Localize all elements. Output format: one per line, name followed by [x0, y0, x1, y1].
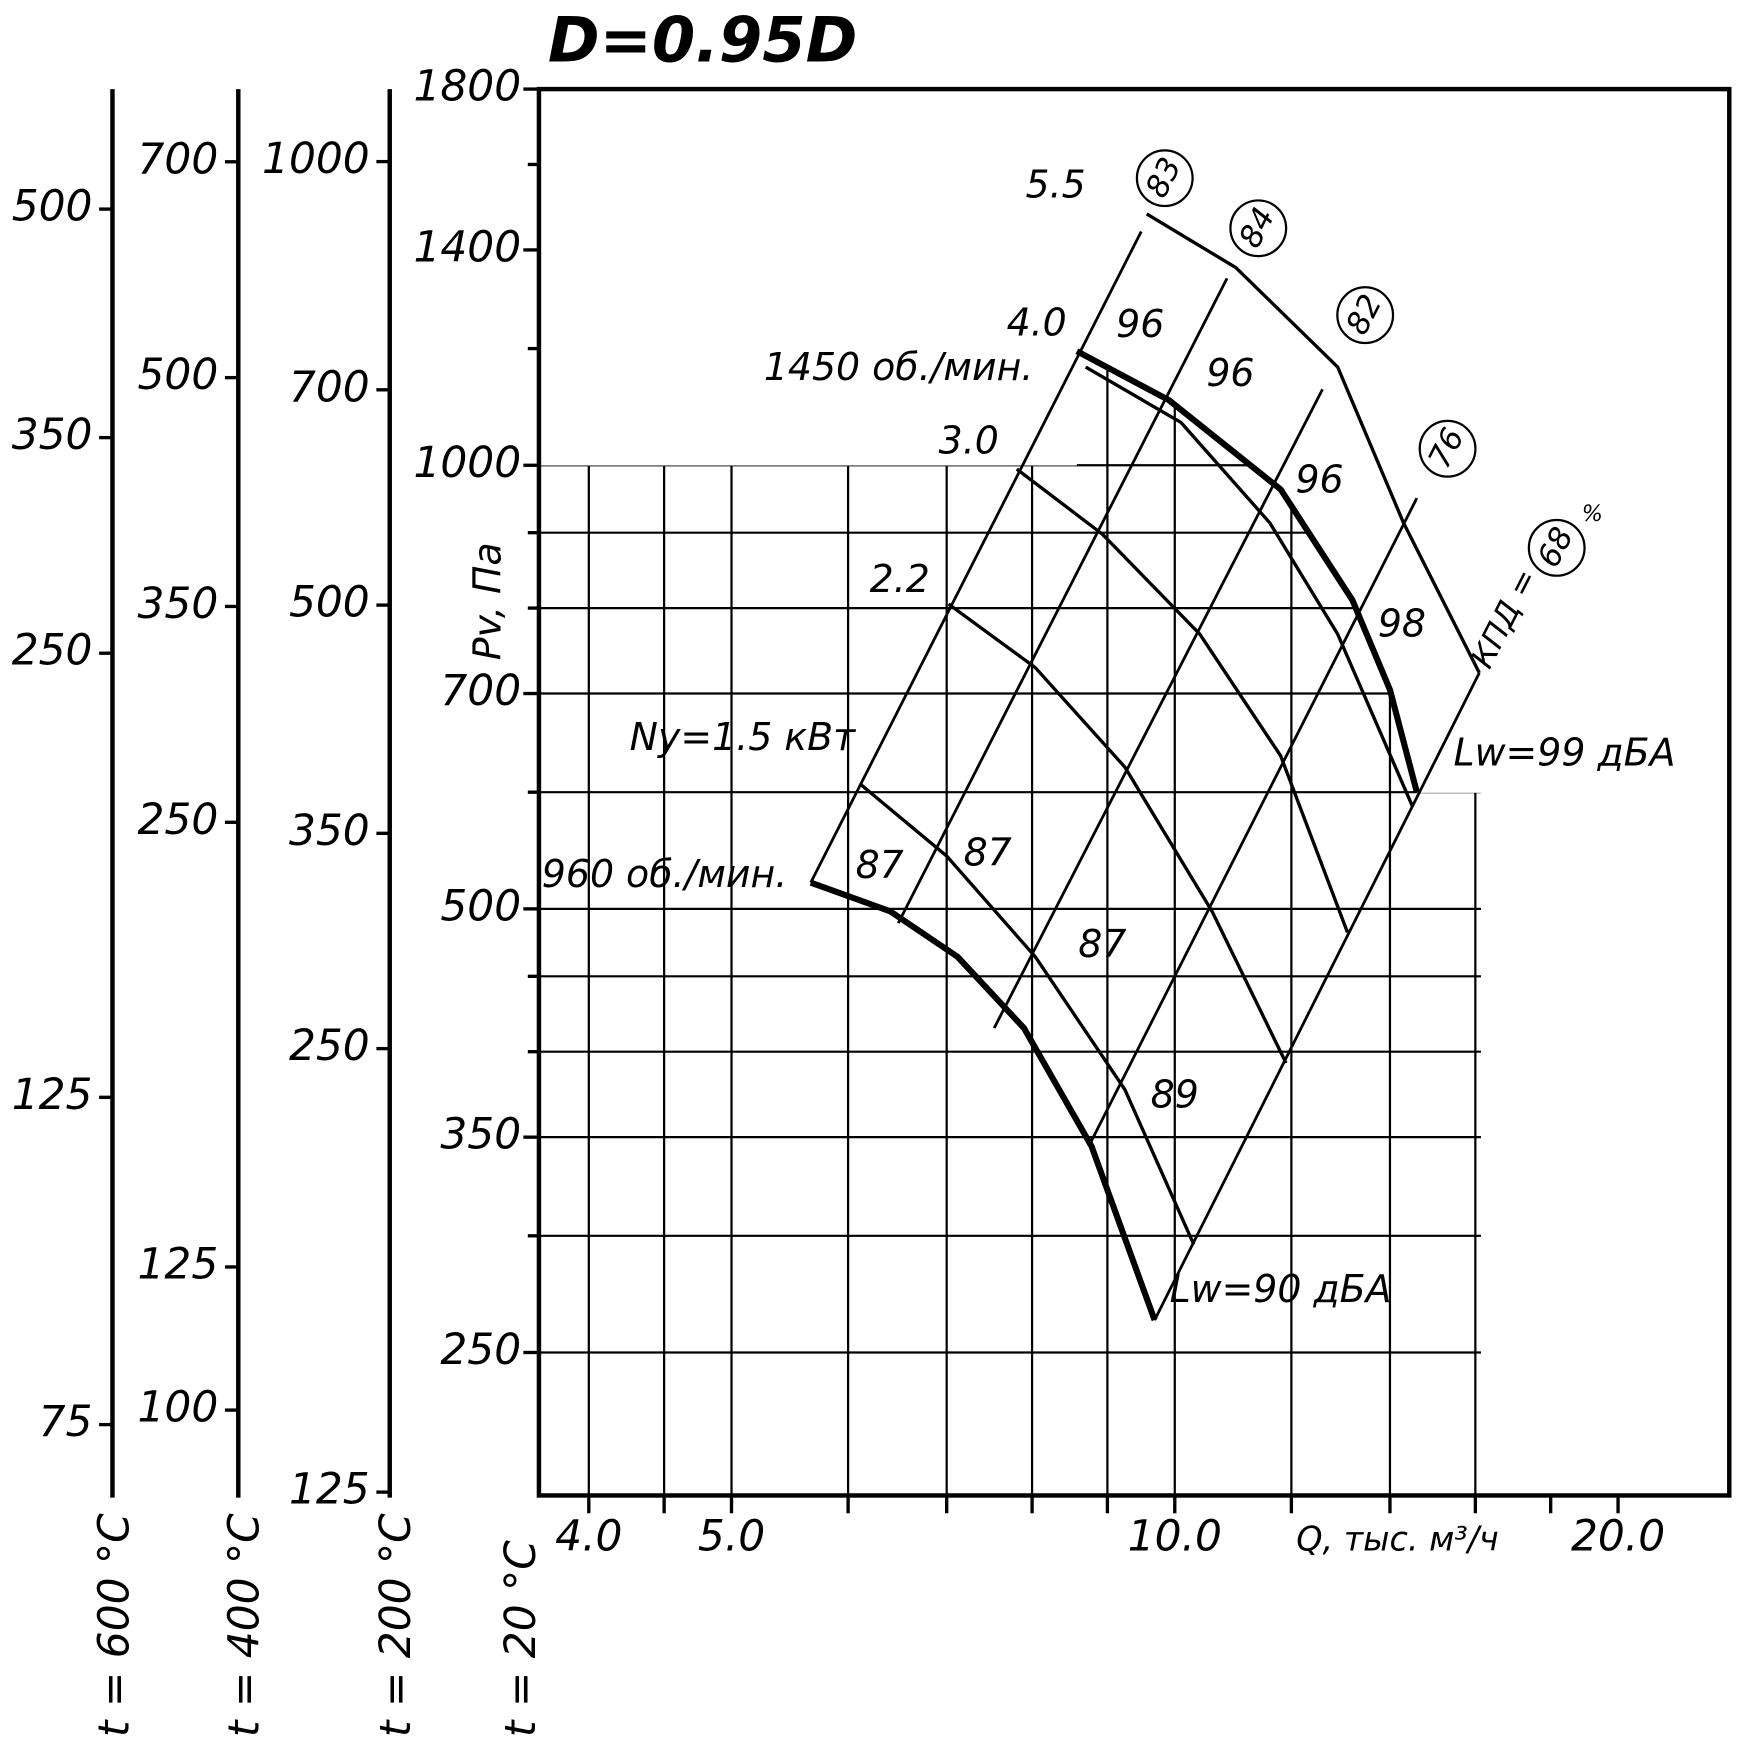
efficiency-circle	[1527, 518, 1586, 577]
efficiency-ray	[1153, 672, 1481, 1321]
efficiency-label: 68	[1531, 522, 1581, 574]
temp-axis-tick-label: 350	[289, 806, 370, 855]
efficiency-label: 82	[1339, 289, 1389, 341]
efficiency-caption: КПД =	[1465, 563, 1545, 674]
power-curve	[1145, 212, 1481, 674]
temp-axis-tick-label: 125	[289, 1465, 370, 1514]
y-tick-label: 250	[440, 1325, 521, 1374]
x-tick-label: 4.0	[555, 1511, 622, 1560]
annotation: 96	[1116, 302, 1164, 346]
efficiency-ray	[992, 388, 1324, 1029]
series-label: 5.5	[1025, 163, 1085, 207]
series-label: 4.0	[1007, 301, 1067, 345]
series-label: 960 об./мин.	[542, 852, 787, 896]
annotation: Lw=90 дБА	[1170, 1267, 1392, 1311]
annotation: 96	[1295, 458, 1343, 502]
temp-axis-tick-label: 250	[138, 795, 219, 844]
y-tick-label: 1000	[413, 438, 521, 487]
x-tick-label: 10.0	[1128, 1511, 1222, 1560]
efficiency-circle	[1418, 419, 1477, 478]
chart-title: D=0.95D	[548, 4, 858, 77]
temp-axis-tick-label: 500	[12, 182, 93, 231]
power-curve	[947, 602, 1288, 1064]
temp-axis-tick-label: 125	[12, 1070, 93, 1119]
y-tick-label: 500	[440, 881, 521, 930]
grid	[538, 351, 1481, 1495]
temp-axis-caption: t = 200 °C	[371, 1513, 420, 1737]
axis-caption: t = 20 °C	[496, 1540, 545, 1737]
temp-axis-tick-label: 700	[138, 134, 219, 183]
temp-axis-tick-label: 250	[289, 1021, 370, 1070]
x-tick-label: 5.0	[698, 1511, 765, 1560]
y-tick-label: 700	[440, 666, 521, 715]
temp-axis-caption: t = 600 °C	[89, 1513, 138, 1737]
temp-axis-tick-label: 75	[39, 1397, 93, 1446]
efficiency-label: 83	[1139, 152, 1189, 204]
y-axis-label: Pv, Па	[465, 542, 509, 660]
series-label: 2.2	[870, 557, 930, 601]
efficiency-label: 84	[1232, 202, 1282, 254]
x-axis-label: Q, тыс. м³/ч	[1296, 1520, 1498, 1559]
annotation: 87	[1078, 922, 1126, 966]
temp-axis-tick-label: 500	[289, 578, 370, 627]
efficiency-circle	[1135, 149, 1194, 208]
efficiency-ray	[1087, 497, 1419, 1147]
y-tick-label: 1400	[413, 222, 521, 271]
efficiency-ray	[809, 230, 1143, 884]
temp-axis-tick-label: 500	[138, 350, 219, 399]
annotation: 89	[1151, 1072, 1199, 1116]
speed-curve	[1075, 348, 1420, 793]
temp-axis-caption: t = 400 °C	[220, 1513, 269, 1737]
temp-axis-tick-label: 700	[289, 362, 370, 411]
temp-axis-tick-label: 350	[138, 579, 219, 628]
temp-axis-tick-label: 100	[138, 1383, 219, 1432]
annotation: 87	[964, 831, 1012, 875]
temp-axis-tick-label: 125	[138, 1239, 219, 1288]
temp-axis-tick-label: 250	[12, 626, 93, 675]
efficiency-circle	[1229, 199, 1288, 258]
power-curve	[1015, 467, 1350, 933]
y-tick-label: 350	[440, 1110, 521, 1159]
speed-curve	[809, 879, 1158, 1322]
series-label: Ny=1.5 кВт	[630, 715, 856, 759]
annotation: 96	[1206, 351, 1254, 395]
power-curve	[1084, 365, 1414, 807]
temp-axis-tick-label: 1000	[262, 134, 370, 183]
annotation: 87	[856, 843, 904, 887]
series-label: 1450 об./мин.	[764, 345, 1034, 389]
efficiency-ray	[897, 277, 1229, 924]
x-tick-label: 20.0	[1571, 1511, 1665, 1560]
efficiency-label: 76	[1422, 422, 1472, 474]
y-tick-label: 1800	[413, 62, 521, 111]
annotation: 98	[1378, 601, 1426, 645]
power-curve	[858, 782, 1196, 1246]
efficiency-circle	[1336, 286, 1395, 345]
efficiency-unit: %	[1582, 501, 1603, 527]
temp-axis-tick-label: 350	[12, 410, 93, 459]
annotation: Lw=99 дБА	[1454, 730, 1676, 774]
series-label: 3.0	[939, 419, 999, 463]
